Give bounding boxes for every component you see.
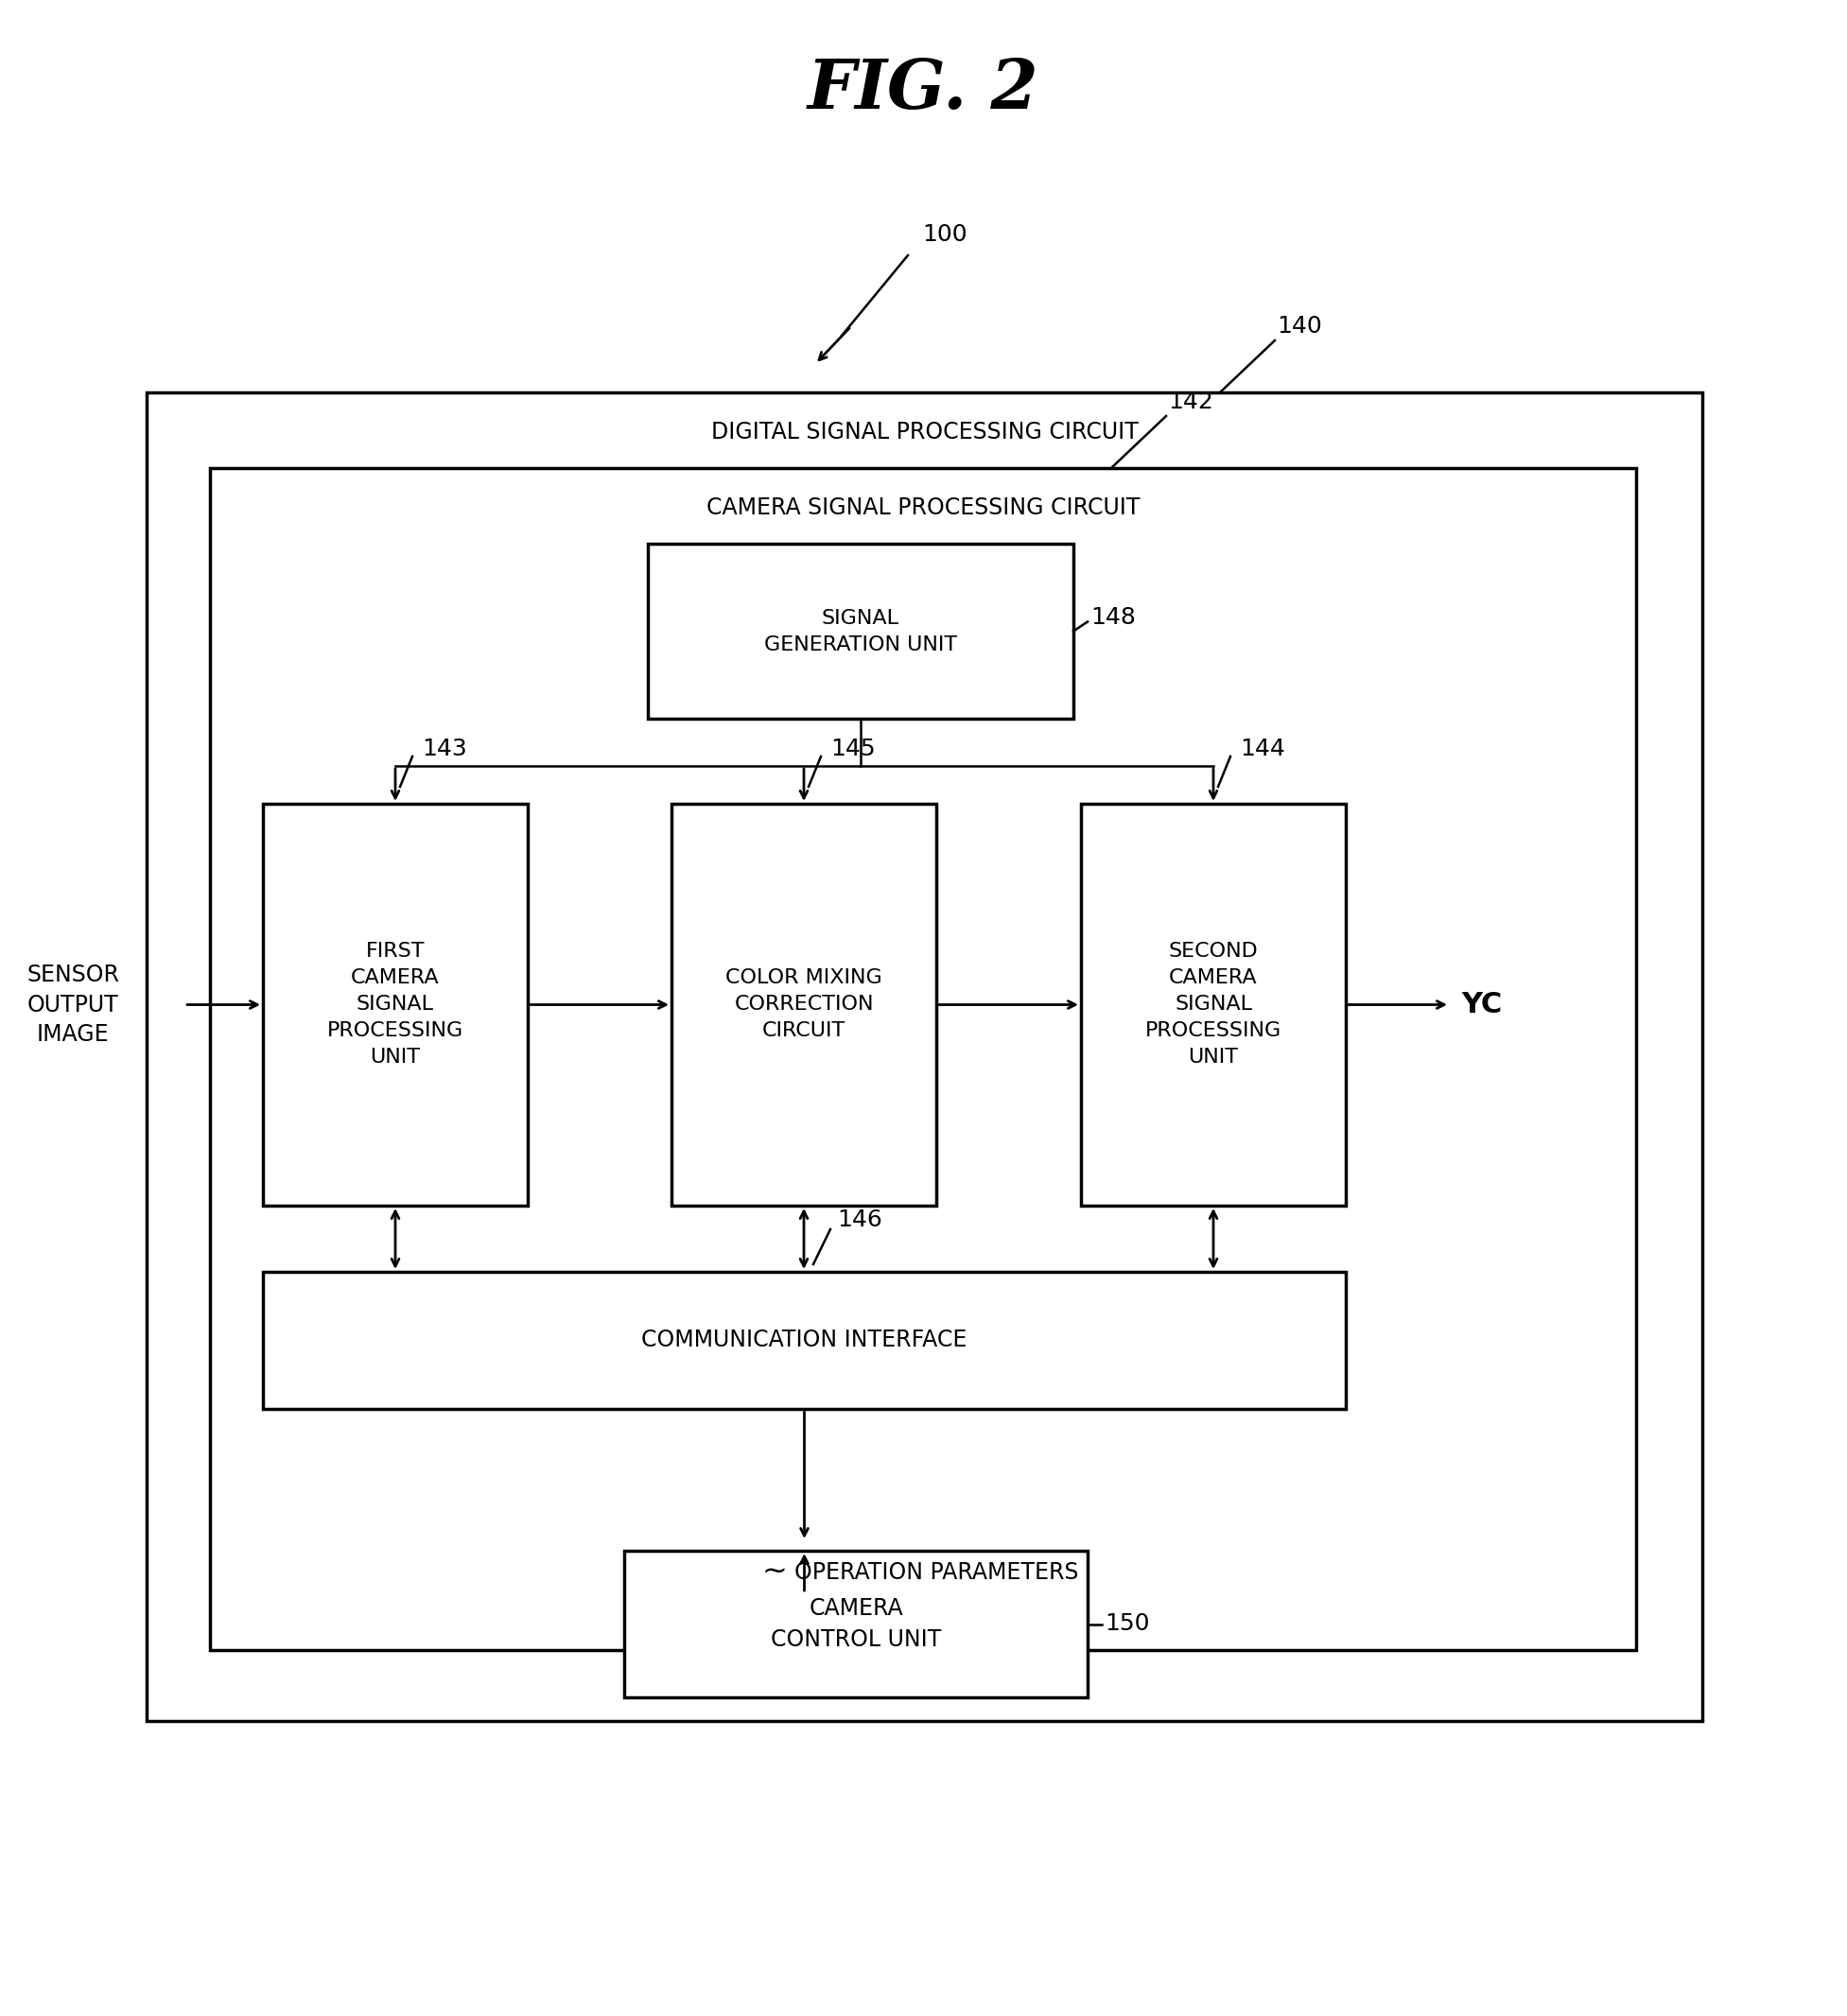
Bar [1080, 804, 1346, 1206]
Bar [262, 804, 528, 1206]
Text: COLOR MIXING
CORRECTION
CIRCUIT: COLOR MIXING CORRECTION CIRCUIT [726, 970, 883, 1040]
Text: FIG. 2: FIG. 2 [807, 56, 1040, 123]
Text: SIGNAL
GENERATION UNIT: SIGNAL GENERATION UNIT [765, 609, 957, 653]
Text: 100: 100 [922, 224, 968, 246]
Text: YC: YC [1461, 992, 1502, 1018]
Text: FIRST
CAMERA
SIGNAL
PROCESSING
UNIT: FIRST CAMERA SIGNAL PROCESSING UNIT [327, 941, 464, 1066]
Text: 140: 140 [1276, 314, 1322, 337]
Text: 142: 142 [1167, 391, 1213, 413]
Text: 146: 146 [837, 1208, 883, 1232]
Text: 143: 143 [421, 738, 467, 760]
Bar [624, 1550, 1088, 1697]
Text: CAMERA SIGNAL PROCESSING CIRCUIT: CAMERA SIGNAL PROCESSING CIRCUIT [706, 496, 1140, 520]
Bar [146, 393, 1703, 1722]
Text: OPERATION PARAMETERS: OPERATION PARAMETERS [794, 1560, 1079, 1585]
Text: 150: 150 [1105, 1613, 1149, 1635]
Text: COMMUNICATION INTERFACE: COMMUNICATION INTERFACE [641, 1329, 968, 1351]
Text: 145: 145 [831, 738, 875, 760]
Text: CAMERA
CONTROL UNIT: CAMERA CONTROL UNIT [770, 1597, 942, 1651]
Bar [648, 544, 1073, 718]
Text: SECOND
CAMERA
SIGNAL
PROCESSING
UNIT: SECOND CAMERA SIGNAL PROCESSING UNIT [1145, 941, 1282, 1066]
Bar [262, 1272, 1346, 1409]
Text: ~: ~ [763, 1558, 787, 1587]
Text: DIGITAL SIGNAL PROCESSING CIRCUIT: DIGITAL SIGNAL PROCESSING CIRCUIT [711, 421, 1138, 444]
Text: SENSOR
OUTPUT
IMAGE: SENSOR OUTPUT IMAGE [26, 964, 120, 1046]
Text: 144: 144 [1239, 738, 1286, 760]
Text: 148: 148 [1090, 605, 1136, 629]
Bar [672, 804, 936, 1206]
Bar [211, 468, 1636, 1649]
